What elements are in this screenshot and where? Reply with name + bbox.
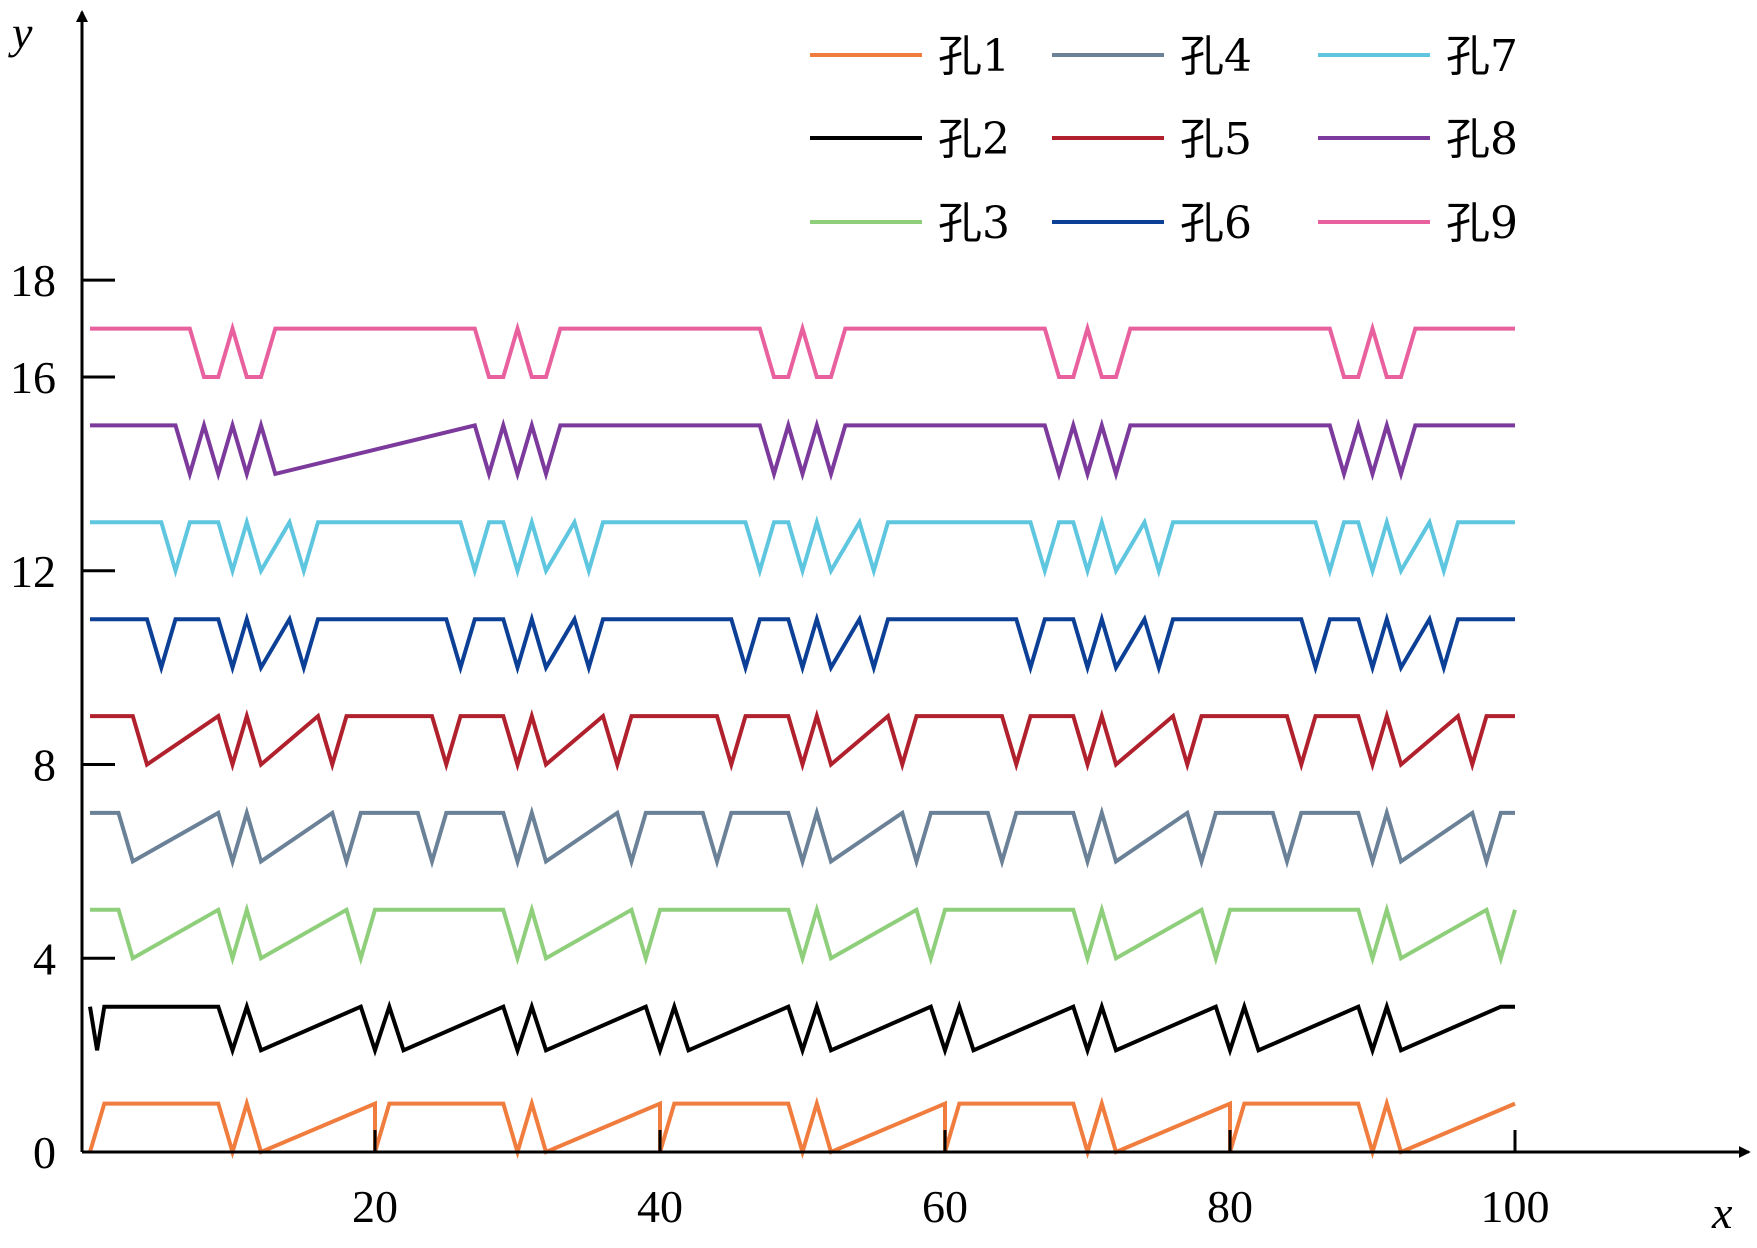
legend-label-6: 孔6 xyxy=(1180,198,1252,249)
legend-label-9: 孔9 xyxy=(1446,198,1518,249)
series-line-9 xyxy=(90,321,1515,379)
y-tick-label: 0 xyxy=(33,1127,56,1178)
axes: x y xyxy=(8,7,1751,1238)
ticks: 20 40 60 80 100 0 4 8 12 16 18 xyxy=(10,255,1550,1232)
legend-label-2: 孔2 xyxy=(938,114,1010,165)
x-tick-label: 40 xyxy=(637,1181,683,1232)
x-tick-label: 60 xyxy=(922,1181,968,1232)
series-line-8 xyxy=(90,418,1515,481)
y-tick-label: 16 xyxy=(10,352,56,403)
series-line-5 xyxy=(90,709,1515,772)
legend-label-4: 孔4 xyxy=(1180,31,1252,82)
legend: 孔1 孔2 孔3 孔4 孔5 孔6 孔7 孔8 孔9 xyxy=(810,31,1518,249)
x-axis-label: x xyxy=(1711,1187,1733,1238)
series-line-1 xyxy=(88,1096,1516,1160)
x-tick-label: 80 xyxy=(1207,1181,1253,1232)
series-line-6 xyxy=(90,612,1515,675)
y-tick-label: 4 xyxy=(33,933,56,984)
y-tick-label: 18 xyxy=(10,255,56,306)
series-line-7 xyxy=(90,515,1515,578)
legend-label-8: 孔8 xyxy=(1446,114,1518,165)
legend-label-1: 孔1 xyxy=(938,31,1010,82)
legend-label-5: 孔5 xyxy=(1180,114,1252,165)
y-axis-label: y xyxy=(8,7,33,58)
legend-label-7: 孔7 xyxy=(1446,31,1518,82)
series-layer xyxy=(88,321,1517,1160)
legend-label-3: 孔3 xyxy=(938,198,1010,249)
series-line-2 xyxy=(88,1000,1515,1057)
x-tick-label: 20 xyxy=(352,1181,398,1232)
x-tick-label: 100 xyxy=(1481,1181,1550,1232)
series-line-3 xyxy=(90,902,1517,966)
y-tick-label: 12 xyxy=(10,546,56,597)
series-line-4 xyxy=(90,805,1515,869)
y-tick-label: 8 xyxy=(33,740,56,791)
